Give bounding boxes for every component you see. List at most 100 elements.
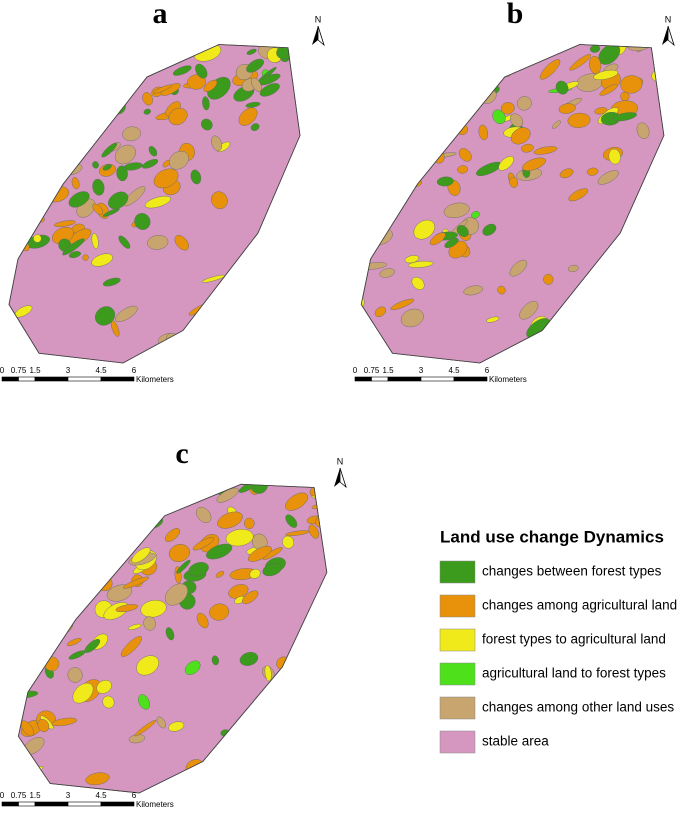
land-patch <box>381 201 393 216</box>
land-patch <box>152 485 179 502</box>
land-patch <box>140 599 167 618</box>
land-patch <box>92 161 99 169</box>
land-patch <box>372 103 385 114</box>
land-patch <box>436 176 454 187</box>
land-patch <box>9 104 25 123</box>
land-patch <box>521 143 534 153</box>
land-patch <box>25 620 48 638</box>
land-patch <box>144 195 171 209</box>
land-patch <box>552 120 561 129</box>
land-patch <box>586 167 599 176</box>
land-patch <box>558 103 576 114</box>
legend-swatch <box>439 662 476 686</box>
land-patch <box>35 102 45 110</box>
land-patch <box>168 107 188 126</box>
scale-label: 1.5 <box>29 791 41 800</box>
land-patch <box>412 96 429 112</box>
land-patch <box>34 508 60 517</box>
land-patch <box>429 232 446 246</box>
land-patch <box>136 655 160 676</box>
land-patch <box>35 616 51 632</box>
scale-segment <box>1 376 19 382</box>
scale-label: 4.5 <box>95 791 107 800</box>
land-patch <box>594 107 608 115</box>
land-patch <box>259 768 268 777</box>
land-patch <box>567 112 591 128</box>
land-patch <box>134 719 157 737</box>
land-patch <box>55 603 66 621</box>
land-patch <box>51 717 78 727</box>
land-patch <box>500 102 515 115</box>
land-patch <box>60 106 70 124</box>
land-patch <box>247 545 272 562</box>
land-patch <box>101 142 118 158</box>
land-patch <box>72 682 94 704</box>
land-patch <box>123 162 143 171</box>
land-patch <box>22 488 44 509</box>
land-patch <box>9 202 12 213</box>
land-patch <box>599 84 618 96</box>
legend-label: changes between forest types <box>482 564 662 579</box>
land-patch <box>21 499 41 515</box>
land-patch <box>168 150 189 170</box>
land-patch <box>174 484 190 494</box>
land-patch <box>225 529 254 547</box>
land-patch <box>567 264 579 273</box>
land-patch <box>282 535 295 549</box>
land-patch <box>285 492 309 511</box>
land-patch <box>81 535 101 552</box>
land-patch <box>363 223 379 237</box>
land-patch <box>373 234 383 240</box>
land-patch <box>54 220 76 227</box>
land-patch <box>361 153 371 168</box>
land-patch <box>249 568 261 579</box>
land-patch <box>7 571 18 581</box>
land-patch <box>102 277 121 287</box>
land-patch <box>113 59 141 76</box>
land-patch <box>190 169 202 185</box>
land-patch <box>165 627 175 641</box>
land-patch <box>406 64 431 87</box>
land-patch <box>361 232 370 248</box>
land-patch <box>136 484 154 492</box>
north-label: N <box>665 14 672 24</box>
land-patch <box>135 64 146 77</box>
land-patch <box>239 652 259 666</box>
scale-label: 4.5 <box>448 366 460 375</box>
land-patch <box>49 121 65 135</box>
land-patch <box>14 112 38 134</box>
land-patch <box>95 306 116 326</box>
scale-segment <box>67 376 102 382</box>
land-patch <box>400 308 424 328</box>
land-patch <box>471 210 480 219</box>
land-patch <box>54 44 73 58</box>
land-patch <box>443 202 470 219</box>
north-label: N <box>337 456 344 466</box>
land-patch <box>90 70 107 87</box>
land-patch <box>86 568 100 576</box>
scale-segment <box>34 376 69 382</box>
land-patch <box>589 55 602 75</box>
land-patch <box>117 484 131 499</box>
panel-label: a <box>153 0 168 30</box>
land-patch <box>9 156 18 178</box>
land-patch <box>82 111 98 118</box>
scale-label: 0.75 <box>11 791 27 800</box>
land-patch <box>463 285 483 296</box>
land-patch <box>201 118 213 131</box>
land-patch <box>99 490 114 502</box>
land-patch <box>54 44 71 54</box>
land-patch <box>211 655 219 666</box>
land-patch <box>108 61 123 75</box>
land-patch <box>19 605 28 614</box>
north-arrow <box>312 26 318 45</box>
land-patch <box>23 44 43 54</box>
land-patch <box>114 144 136 165</box>
land-patch <box>202 96 210 111</box>
land-patch <box>176 559 191 574</box>
land-patch <box>246 58 264 73</box>
land-patch <box>26 192 48 210</box>
land-patch <box>209 603 230 621</box>
land-patch <box>228 749 243 760</box>
